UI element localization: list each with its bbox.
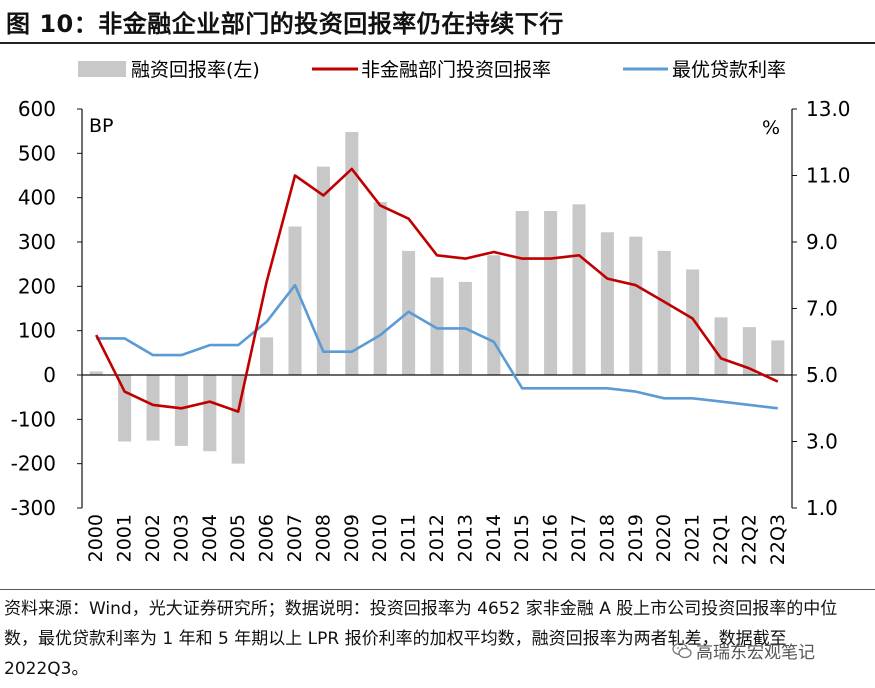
bar-2003 xyxy=(174,375,188,446)
bar-2015 xyxy=(515,210,529,375)
bar-2007 xyxy=(288,226,302,375)
x-tick-label: 22Q3 xyxy=(767,514,789,565)
bar-2010 xyxy=(373,202,387,375)
x-tick-label: 2010 xyxy=(369,514,391,562)
left-tick-label: 0 xyxy=(43,363,56,387)
legend-label-bars: 融资回报率(左) xyxy=(131,59,260,81)
x-tick-label: 2004 xyxy=(199,514,221,562)
left-tick-label: 300 xyxy=(18,230,56,254)
x-tick-label: 2003 xyxy=(170,514,192,562)
left-tick-label: 200 xyxy=(18,274,56,298)
left-tick-label: 100 xyxy=(18,319,56,343)
footer-divider xyxy=(0,589,875,590)
legend-swatch-bars xyxy=(78,61,126,77)
right-tick-label: 11.0 xyxy=(806,164,851,188)
x-tick-label: 2019 xyxy=(625,514,647,562)
right-axis-unit: % xyxy=(762,117,780,139)
bar-2008 xyxy=(316,166,330,375)
x-tick-label: 2007 xyxy=(284,514,306,562)
left-tick-label: -200 xyxy=(11,452,56,476)
watermark: 高瑞东宏观笔记 xyxy=(672,638,815,663)
x-tick-label: 2005 xyxy=(227,514,249,562)
x-tick-label: 2015 xyxy=(511,514,533,562)
right-tick-label: 5.0 xyxy=(806,363,838,387)
bar-22Q3 xyxy=(771,340,785,375)
left-tick-label: 500 xyxy=(18,141,56,165)
x-tick-label: 2000 xyxy=(85,514,107,562)
bar-2004 xyxy=(203,375,217,452)
bar-2014 xyxy=(487,255,501,375)
bar-2020 xyxy=(657,250,671,375)
x-tick-label: 22Q2 xyxy=(738,514,760,565)
x-tick-label: 2018 xyxy=(596,514,618,562)
bar-2002 xyxy=(146,375,160,441)
x-tick-label: 2001 xyxy=(114,514,136,562)
bar-2019 xyxy=(629,236,643,375)
right-tick-label: 7.0 xyxy=(806,297,838,321)
line-loan-rate xyxy=(96,283,778,410)
legend: 融资回报率(左) 非金融部门投资回报率 最优贷款利率 xyxy=(78,59,786,81)
bar-2018 xyxy=(600,232,614,375)
x-tick-label: 2009 xyxy=(341,514,363,562)
x-tick-label: 2011 xyxy=(398,514,420,562)
x-tick-label: 2012 xyxy=(426,514,448,562)
bar-2009 xyxy=(345,132,359,375)
bar-22Q1 xyxy=(714,317,728,375)
watermark-text: 高瑞东宏观笔记 xyxy=(696,643,815,663)
x-tick-label: 2016 xyxy=(540,514,562,562)
bar-2001 xyxy=(118,375,132,442)
x-tick-label: 2017 xyxy=(568,514,590,562)
x-tick-label: 2014 xyxy=(483,514,505,562)
legend-label-loan-rate: 最优贷款利率 xyxy=(672,59,786,81)
bar-2000 xyxy=(89,371,103,375)
x-tick-label: 2013 xyxy=(454,514,476,562)
bar-2021 xyxy=(686,269,700,375)
figure-title: 图 10：非金融企业部门的投资回报率仍在持续下行 xyxy=(6,10,564,38)
right-tick-label: 13.0 xyxy=(806,97,851,121)
x-tick-label: 2002 xyxy=(142,514,164,562)
x-tick-label: 2008 xyxy=(312,514,334,562)
left-tick-label: -300 xyxy=(11,496,56,520)
bar-2017 xyxy=(572,204,586,375)
title-divider xyxy=(0,42,875,44)
legend-label-invest-return: 非金融部门投资回报率 xyxy=(361,59,551,81)
x-tick-label: 2021 xyxy=(682,514,704,562)
source-note: 资料来源：Wind，光大证券研究所；数据说明：投资回报率为 4652 家非金融 … xyxy=(4,599,838,679)
left-tick-label: 600 xyxy=(18,97,56,121)
right-tick-label: 3.0 xyxy=(806,430,838,454)
right-tick-label: 9.0 xyxy=(806,230,838,254)
x-tick-label: 2020 xyxy=(653,514,675,562)
x-tick-label: 22Q1 xyxy=(710,514,732,565)
bar-2006 xyxy=(260,337,274,375)
left-axis-unit: BP xyxy=(89,115,114,137)
bar-2012 xyxy=(430,277,444,375)
bar-2016 xyxy=(544,210,558,375)
left-tick-label: -100 xyxy=(11,407,56,431)
left-tick-label: 400 xyxy=(18,186,56,210)
wechat-icon xyxy=(672,642,692,658)
right-tick-label: 1.0 xyxy=(806,496,838,520)
chart: 融资回报率(左) 非金融部门投资回报率 最优贷款利率 BP % -300 -200… xyxy=(11,59,851,565)
line-invest-return xyxy=(95,167,779,413)
bar-22Q2 xyxy=(742,327,756,375)
x-tick-label: 2006 xyxy=(256,514,278,562)
